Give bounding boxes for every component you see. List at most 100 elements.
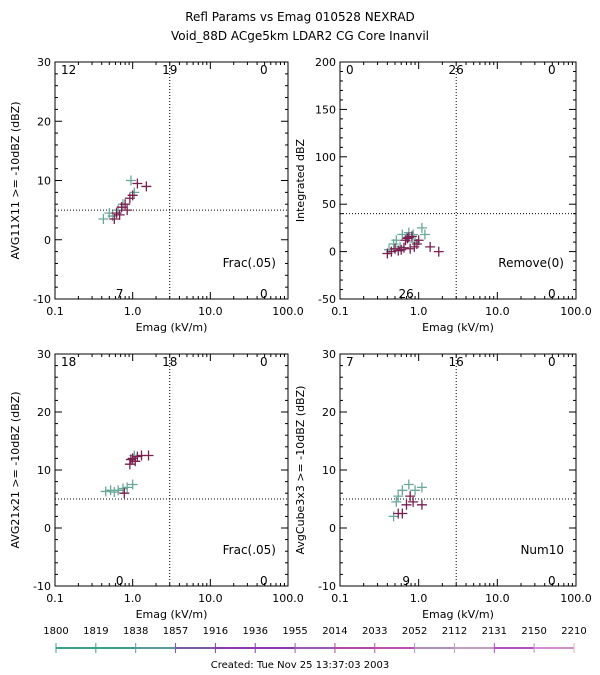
data-point bbox=[124, 459, 135, 470]
data-point bbox=[127, 479, 138, 490]
x-tick-label: 100.0 bbox=[272, 305, 304, 318]
count-top-left: 18 bbox=[61, 355, 76, 369]
count-top-right: 0 bbox=[548, 63, 556, 77]
time-label: 2150 bbox=[521, 626, 546, 637]
figure-title-line1: Refl Params vs Emag 010528 NEXRAD bbox=[185, 10, 415, 24]
data-point bbox=[382, 248, 393, 259]
data-point bbox=[393, 491, 404, 502]
count-top-left: 0 bbox=[346, 63, 354, 77]
count-top-right: 0 bbox=[260, 63, 268, 77]
panel-annotation: Frac(.05) bbox=[223, 543, 276, 557]
data-point bbox=[405, 491, 416, 502]
x-tick-label: 0.1 bbox=[46, 305, 64, 318]
time-label: 2112 bbox=[442, 626, 467, 637]
x-tick-label: 100.0 bbox=[560, 305, 592, 318]
y-tick-label: 200 bbox=[315, 56, 336, 69]
count-top-mid: 26 bbox=[449, 63, 464, 77]
data-point bbox=[410, 485, 421, 496]
data-point bbox=[416, 482, 427, 493]
panels: 0.1 1.0 10.0 100.0 -10 0 10 20 30 12 19 0 7 0 Frac(.05… bbox=[9, 56, 592, 621]
y-tick-label: 0 bbox=[44, 234, 51, 247]
time-label: 2033 bbox=[362, 626, 387, 637]
x-tick-label: 10.0 bbox=[485, 592, 510, 605]
y-tick-label: 10 bbox=[322, 464, 336, 477]
y-tick-label: 30 bbox=[37, 56, 51, 69]
data-point bbox=[120, 199, 131, 210]
x-tick-label: 0.1 bbox=[331, 592, 349, 605]
x-tick-label: 1.0 bbox=[124, 305, 142, 318]
data-point bbox=[416, 499, 427, 510]
data-point bbox=[416, 222, 427, 233]
series-1 bbox=[388, 479, 427, 522]
x-axis-label: Emag (kV/m) bbox=[136, 321, 208, 334]
count-bottom-right: 0 bbox=[548, 287, 556, 301]
y-tick-label: 10 bbox=[37, 464, 51, 477]
time-label: 1800 bbox=[43, 626, 68, 637]
time-label: 2014 bbox=[322, 626, 347, 637]
panel-annotation: Num10 bbox=[520, 543, 564, 557]
x-tick-label: 1.0 bbox=[410, 592, 428, 605]
y-tick-label: 50 bbox=[322, 198, 336, 211]
data-point bbox=[127, 190, 138, 201]
data-point bbox=[113, 485, 124, 496]
y-axis-label: AvgCube3x3 >= -10dBZ (dBZ) bbox=[294, 386, 307, 555]
time-label: 1936 bbox=[243, 626, 268, 637]
count-bottom-mid: 7 bbox=[116, 287, 124, 301]
data-point bbox=[143, 450, 154, 461]
chart-panel-1: 0.1 1.0 10.0 100.0 -10 0 10 20 30 12 19 0 7 0 Frac(.05… bbox=[9, 56, 304, 334]
count-top-right: 0 bbox=[548, 355, 556, 369]
y-tick-label: -10 bbox=[33, 580, 51, 593]
time-label: 1916 bbox=[203, 626, 228, 637]
series-1 bbox=[100, 450, 140, 498]
data-point bbox=[114, 209, 125, 220]
data-point bbox=[408, 496, 419, 507]
created-timestamp: Created: Tue Nov 25 13:37:03 2003 bbox=[211, 660, 390, 671]
data-point bbox=[100, 486, 111, 497]
x-axis-label: Emag (kV/m) bbox=[422, 608, 494, 621]
count-top-right: 0 bbox=[260, 355, 268, 369]
data-point bbox=[122, 205, 133, 216]
y-tick-label: 20 bbox=[322, 406, 336, 419]
data-point bbox=[119, 488, 130, 499]
count-top-left: 7 bbox=[346, 355, 354, 369]
data-point bbox=[402, 233, 413, 244]
data-point bbox=[125, 454, 136, 465]
count-bottom-right: 0 bbox=[260, 574, 268, 588]
time-label: 2210 bbox=[561, 626, 586, 637]
data-point bbox=[397, 485, 408, 496]
data-point bbox=[122, 482, 133, 493]
count-bottom-right: 0 bbox=[260, 287, 268, 301]
data-point bbox=[433, 246, 444, 257]
data-point bbox=[413, 235, 424, 246]
y-tick-label: 20 bbox=[37, 115, 51, 128]
data-point bbox=[98, 214, 109, 225]
panel-annotation: Remove(0) bbox=[498, 256, 564, 270]
data-point bbox=[117, 483, 128, 494]
panel-annotation: Frac(.05) bbox=[223, 256, 276, 270]
y-tick-label: 20 bbox=[37, 406, 51, 419]
data-point bbox=[132, 451, 143, 462]
y-axis-label: AVG11X11 >= -10dBZ (dBZ) bbox=[9, 101, 22, 259]
time-label: 1857 bbox=[163, 626, 188, 637]
series-2 bbox=[109, 178, 152, 225]
y-tick-label: 100 bbox=[315, 151, 336, 164]
x-tick-label: 1.0 bbox=[124, 592, 142, 605]
x-tick-label: 10.0 bbox=[198, 592, 223, 605]
y-axis-label: Integrated dBZ bbox=[294, 138, 307, 222]
data-point bbox=[405, 243, 416, 254]
data-point bbox=[109, 214, 120, 225]
time-label: 1955 bbox=[282, 626, 307, 637]
series-2 bbox=[119, 450, 154, 499]
y-tick-label: -10 bbox=[318, 580, 336, 593]
data-point bbox=[397, 508, 408, 519]
count-top-left: 12 bbox=[61, 63, 76, 77]
x-tick-label: 0.1 bbox=[46, 592, 64, 605]
data-point bbox=[391, 496, 402, 507]
time-label: 1838 bbox=[123, 626, 148, 637]
data-point bbox=[419, 229, 430, 240]
data-point bbox=[406, 231, 417, 242]
count-top-mid: 16 bbox=[449, 355, 464, 369]
y-tick-label: 0 bbox=[329, 246, 336, 259]
data-point bbox=[403, 479, 414, 490]
count-bottom-right: 0 bbox=[548, 574, 556, 588]
